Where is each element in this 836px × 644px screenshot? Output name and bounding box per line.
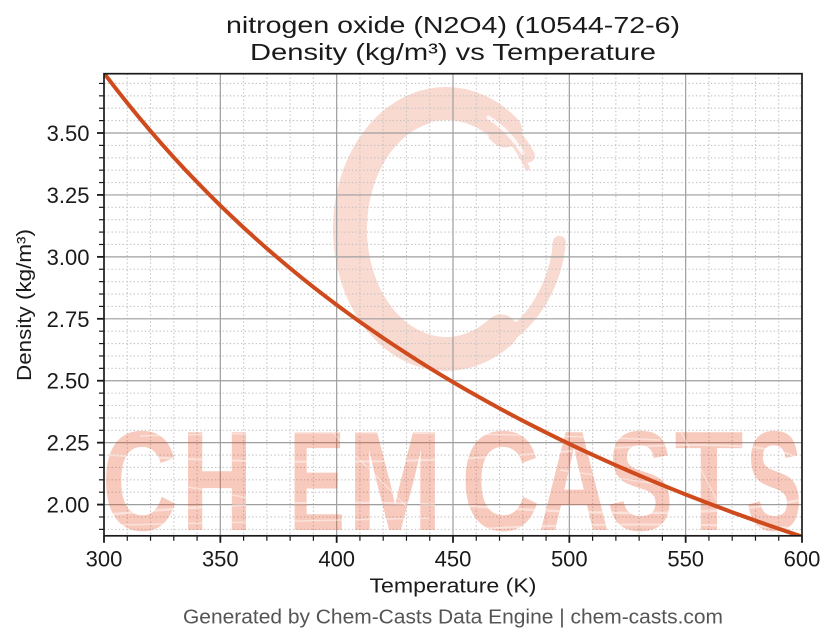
svg-text:2.75: 2.75 bbox=[47, 307, 90, 332]
svg-text:550: 550 bbox=[667, 547, 704, 572]
svg-text:C: C bbox=[461, 402, 540, 561]
svg-text:500: 500 bbox=[551, 547, 588, 572]
svg-text:A: A bbox=[538, 402, 609, 561]
svg-text:300: 300 bbox=[86, 547, 123, 572]
svg-text:3.00: 3.00 bbox=[47, 245, 90, 270]
svg-text:3.25: 3.25 bbox=[47, 183, 90, 208]
svg-text:3.50: 3.50 bbox=[47, 121, 90, 146]
svg-text:350: 350 bbox=[202, 547, 239, 572]
svg-text:2.25: 2.25 bbox=[47, 431, 90, 456]
svg-text:nitrogen oxide (N2O4) (10544-7: nitrogen oxide (N2O4) (10544-72-6) bbox=[226, 12, 680, 38]
svg-text:T: T bbox=[674, 402, 743, 561]
svg-text:Density (kg/m³) vs Temperature: Density (kg/m³) vs Temperature bbox=[250, 39, 656, 65]
svg-text:S: S bbox=[746, 402, 802, 561]
svg-text:450: 450 bbox=[435, 547, 472, 572]
svg-text:E: E bbox=[289, 402, 345, 561]
svg-text:C: C bbox=[102, 402, 178, 561]
svg-text:Density (kg/m³): Density (kg/m³) bbox=[13, 229, 36, 381]
svg-text:Generated by Chem-Casts Data E: Generated by Chem-Casts Data Engine | ch… bbox=[183, 606, 723, 629]
svg-text:2.50: 2.50 bbox=[47, 369, 90, 394]
svg-text:M: M bbox=[348, 402, 443, 561]
svg-text:2.00: 2.00 bbox=[47, 493, 90, 518]
svg-text:600: 600 bbox=[784, 547, 821, 572]
svg-text:Temperature (K): Temperature (K) bbox=[370, 575, 537, 598]
svg-text:400: 400 bbox=[318, 547, 355, 572]
svg-text:S: S bbox=[607, 402, 673, 561]
svg-text:H: H bbox=[181, 402, 252, 561]
